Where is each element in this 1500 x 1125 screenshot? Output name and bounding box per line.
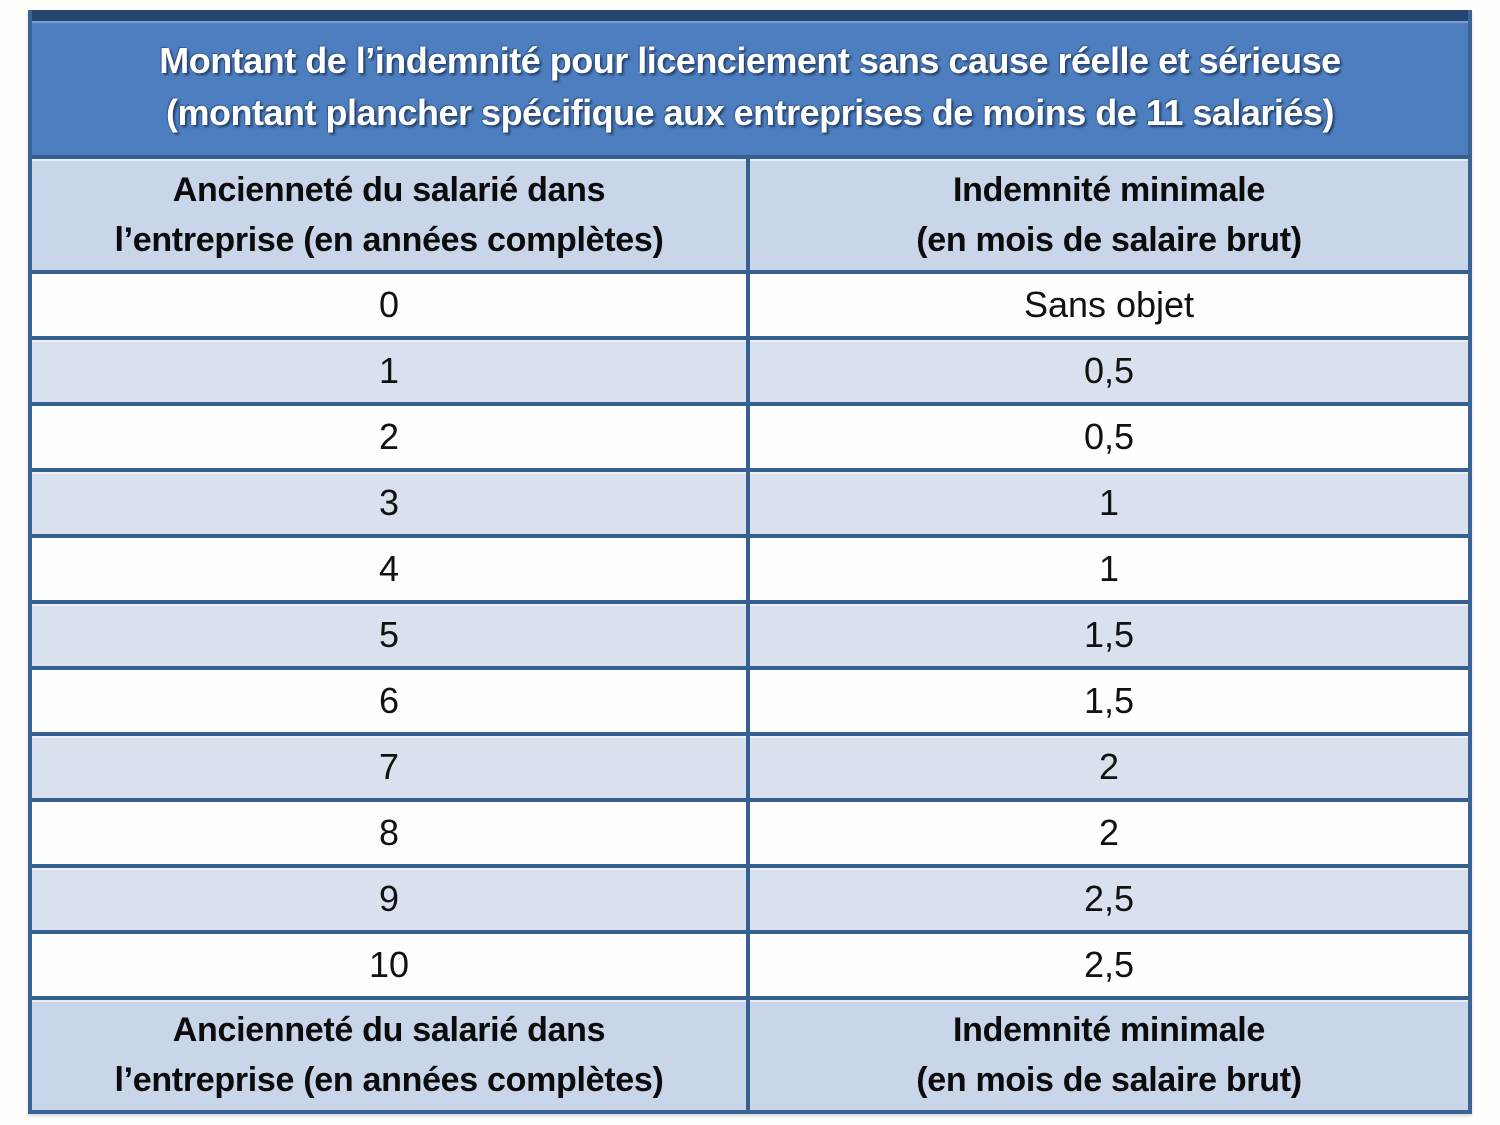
cell-years: 8 — [32, 802, 750, 864]
table-title: Montant de l’indemnité pour licenciement… — [32, 10, 1468, 155]
cell-years: 3 — [32, 472, 750, 534]
cell-amount: Sans objet — [1023, 284, 1195, 325]
header-indemnity-line-2: (en mois de salaire brut) — [916, 220, 1302, 259]
footer-indemnity-line-2: (en mois de salaire brut) — [916, 1061, 1302, 1099]
cell-amount: 1,5 — [1083, 680, 1135, 721]
cell-years: 4 — [32, 538, 750, 600]
table-row: 3 1 — [32, 468, 1468, 534]
cell-amount: 1,5 — [1083, 614, 1135, 655]
table-row: 2 0,5 — [32, 402, 1468, 468]
header-cell-indemnity: Indemnité minimale (en mois de salaire b… — [750, 159, 1468, 270]
cell-years: 1 — [32, 340, 750, 402]
cell-years: 2 — [32, 406, 750, 468]
footer-seniority-line-2: l’entreprise (en années complètes) — [114, 1061, 664, 1099]
table-title-line-1: Montant de l’indemnité pour licenciement… — [159, 40, 1341, 81]
footer-seniority-line-1: Ancienneté du salarié dans — [172, 1011, 606, 1049]
cell-years: 10 — [32, 934, 750, 996]
table-row: 5 1,5 — [32, 600, 1468, 666]
header-indemnity-line-1: Indemnité minimale — [952, 170, 1265, 209]
cell-years: 5 — [32, 604, 750, 666]
cell-years: 7 — [32, 736, 750, 798]
cell-amount: 1 — [1098, 482, 1120, 523]
table-row: 8 2 — [32, 798, 1468, 864]
footer-indemnity-line-1: Indemnité minimale — [952, 1011, 1265, 1049]
cell-amount: 1 — [1098, 548, 1120, 589]
table-row: 1 0,5 — [32, 336, 1468, 402]
indemnity-table: Montant de l’indemnité pour licenciement… — [28, 10, 1472, 1114]
cell-amount: 2 — [1098, 746, 1120, 787]
table-row: 7 2 — [32, 732, 1468, 798]
table-row: 10 2,5 — [32, 930, 1468, 996]
table-row: 6 1,5 — [32, 666, 1468, 732]
cell-amount: 0,5 — [1083, 350, 1135, 391]
header-seniority-line-1: Ancienneté du salarié dans — [172, 170, 606, 209]
table-title-line-2: (montant plancher spécifique aux entrepr… — [166, 92, 1334, 133]
table-row: 4 1 — [32, 534, 1468, 600]
cell-years: 6 — [32, 670, 750, 732]
cell-years: 0 — [32, 274, 750, 336]
header-cell-seniority: Ancienneté du salarié dans l’entreprise … — [32, 159, 750, 270]
table-row: 9 2,5 — [32, 864, 1468, 930]
cell-amount: 2,5 — [1083, 944, 1135, 985]
table-header-row: Ancienneté du salarié dans l’entreprise … — [32, 155, 1468, 270]
table-footer-row: Ancienneté du salarié dans l’entreprise … — [32, 996, 1468, 1110]
table-body: 0 Sans objet 1 0,5 2 0,5 3 1 4 1 5 1,5 — [32, 270, 1468, 996]
footer-cell-seniority: Ancienneté du salarié dans l’entreprise … — [32, 1000, 750, 1110]
footer-cell-indemnity: Indemnité minimale (en mois de salaire b… — [750, 1000, 1468, 1110]
header-seniority-line-2: l’entreprise (en années complètes) — [114, 220, 664, 259]
cell-years: 9 — [32, 868, 750, 930]
cell-amount: 2,5 — [1083, 878, 1135, 919]
cell-amount: 0,5 — [1083, 416, 1135, 457]
cell-amount: 2 — [1098, 812, 1120, 853]
table-row: 0 Sans objet — [32, 270, 1468, 336]
